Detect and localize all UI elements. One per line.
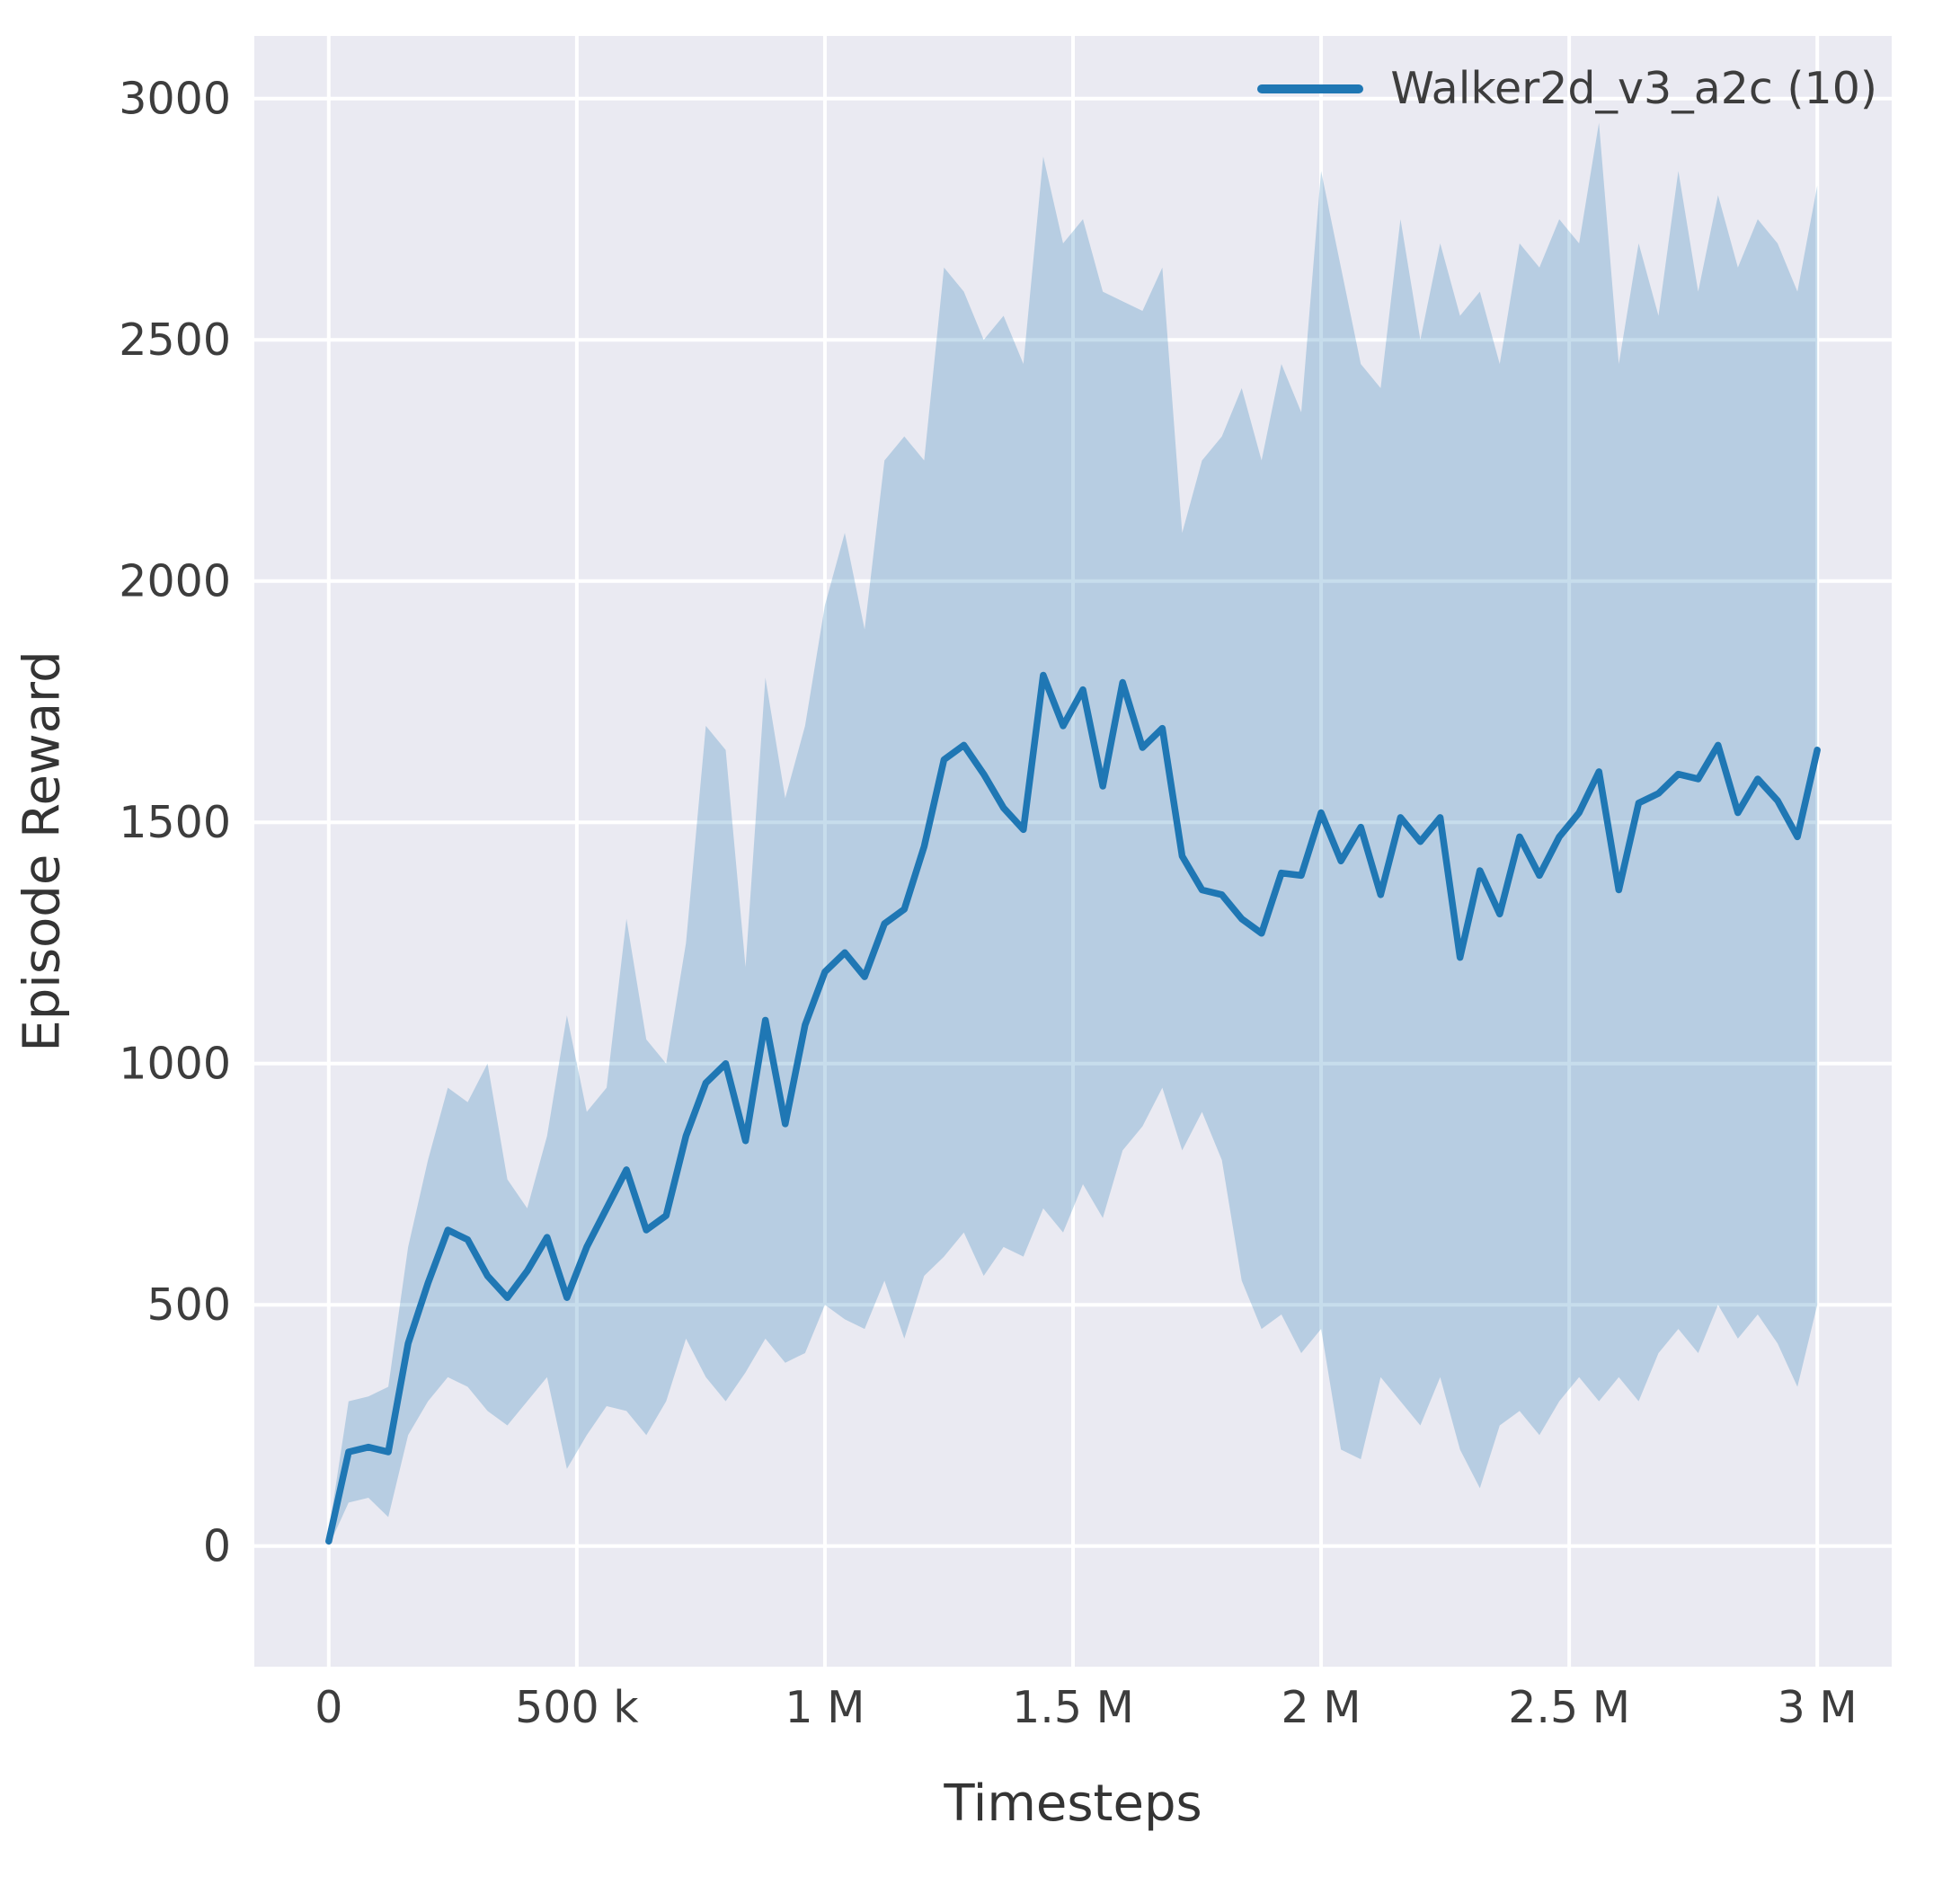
x-tick-label: 500 k bbox=[515, 1682, 639, 1733]
y-axis-label: Episode Reward bbox=[0, 36, 101, 1667]
y-tick-label: 1000 bbox=[119, 1038, 231, 1089]
legend-label: Walker2d_v3_a2c (10) bbox=[1390, 63, 1877, 114]
x-tick-label: 1.5 M bbox=[1012, 1682, 1134, 1733]
mean-reward-line bbox=[325, 671, 1821, 1545]
confidence-band bbox=[328, 122, 1818, 1546]
x-tick-label: 1 M bbox=[785, 1682, 865, 1733]
x-axis-label: Timesteps bbox=[944, 1774, 1202, 1833]
legend-line-swatch bbox=[1257, 84, 1364, 93]
y-tick-label: 2000 bbox=[119, 555, 231, 606]
x-tick-label: 0 bbox=[315, 1682, 342, 1733]
y-tick-label: 500 bbox=[146, 1279, 231, 1331]
x-tick-label: 2.5 M bbox=[1508, 1682, 1630, 1733]
y-axis-label-text: Episode Reward bbox=[13, 650, 72, 1052]
x-tick-label: 2 M bbox=[1282, 1682, 1361, 1733]
y-tick-label: 1500 bbox=[119, 797, 231, 848]
x-tick-label: 3 M bbox=[1778, 1682, 1858, 1733]
y-tick-label: 0 bbox=[203, 1520, 231, 1571]
legend: Walker2d_v3_a2c (10) bbox=[1257, 63, 1877, 114]
y-tick-label: 2500 bbox=[119, 314, 231, 366]
y-tick-label: 3000 bbox=[119, 73, 231, 124]
